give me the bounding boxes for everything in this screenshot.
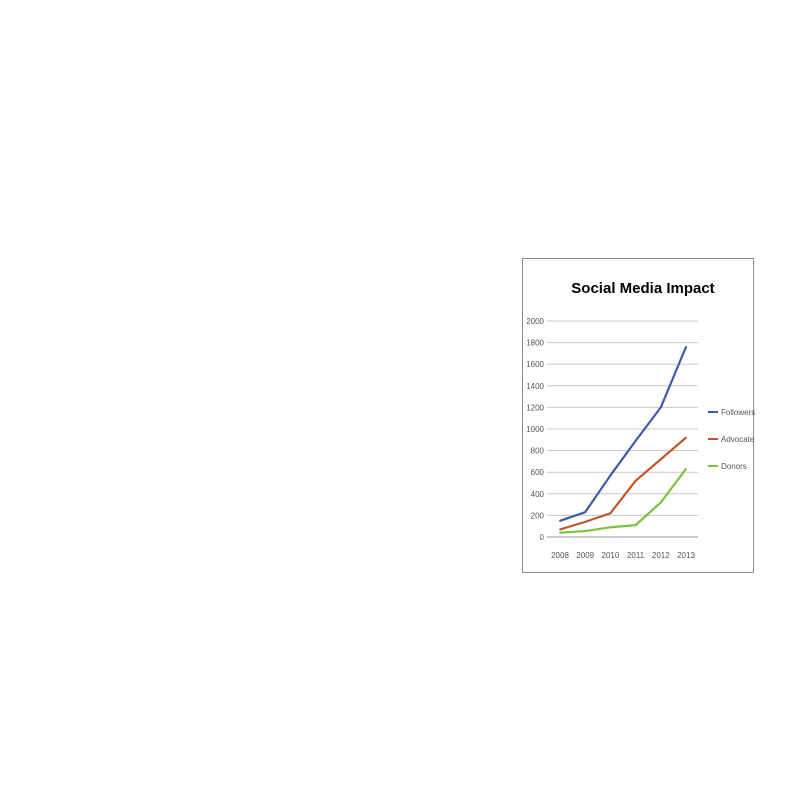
data-point-donors xyxy=(634,524,637,527)
data-point-followers xyxy=(609,474,612,477)
x-tick-label: 2011 xyxy=(627,551,645,560)
y-tick-label: 800 xyxy=(531,447,545,456)
series-line-followers xyxy=(559,346,688,522)
y-axis-ticks: 0 200 400 600 800 1000 1200 1400 1600 1800 2000 xyxy=(526,317,544,542)
y-tick-label: 1000 xyxy=(526,425,544,434)
line-chart: Social Media Impact 0 200 400 600 800 1000 120… xyxy=(526,280,755,560)
legend-label: Donors xyxy=(721,462,747,471)
chart-frame: Social Media Impact 0 200 400 600 800 1000 120… xyxy=(522,258,755,573)
y-tick-label: 2000 xyxy=(526,317,544,326)
data-point-advocates xyxy=(609,512,612,515)
y-tick-label: 400 xyxy=(531,490,545,499)
series-line-donors xyxy=(559,468,687,534)
gridlines xyxy=(547,320,698,538)
chart-title: Social Media Impact xyxy=(571,280,714,297)
x-tick-label: 2012 xyxy=(652,551,670,560)
x-tick-label: 2008 xyxy=(551,551,569,560)
data-point-advocates xyxy=(559,528,561,531)
data-point-followers xyxy=(685,346,687,348)
y-tick-label: 600 xyxy=(531,468,545,477)
data-point-followers xyxy=(634,439,637,442)
y-tick-label: 1200 xyxy=(526,403,544,412)
data-point-advocates xyxy=(685,436,687,439)
y-tick-label: 1400 xyxy=(526,382,544,391)
data-point-followers xyxy=(659,406,662,409)
data-point-donors xyxy=(609,526,612,529)
x-axis-ticks: 2008 2009 2010 2011 2012 2013 xyxy=(551,551,695,560)
series-line-advocates xyxy=(559,436,687,531)
data-point-donors xyxy=(659,501,662,504)
data-point-advocates xyxy=(584,520,587,523)
y-tick-label: 200 xyxy=(531,511,545,520)
data-point-advocates xyxy=(659,458,662,461)
y-tick-label: 1800 xyxy=(526,339,544,348)
legend: Followers Advocates Donors xyxy=(708,408,755,471)
y-tick-label: 1600 xyxy=(526,360,544,369)
y-tick-label: 0 xyxy=(540,533,545,542)
data-point-donors xyxy=(584,530,587,532)
series-lines xyxy=(559,346,688,534)
data-point-followers xyxy=(559,519,561,522)
x-tick-label: 2010 xyxy=(602,551,620,560)
data-point-donors xyxy=(559,531,561,534)
legend-label: Followers xyxy=(721,408,755,417)
legend-label: Advocates xyxy=(721,435,755,444)
x-tick-label: 2009 xyxy=(576,551,594,560)
data-point-advocates xyxy=(634,479,637,482)
x-tick-label: 2013 xyxy=(677,551,695,560)
data-point-followers xyxy=(584,511,587,514)
data-point-donors xyxy=(685,468,687,470)
